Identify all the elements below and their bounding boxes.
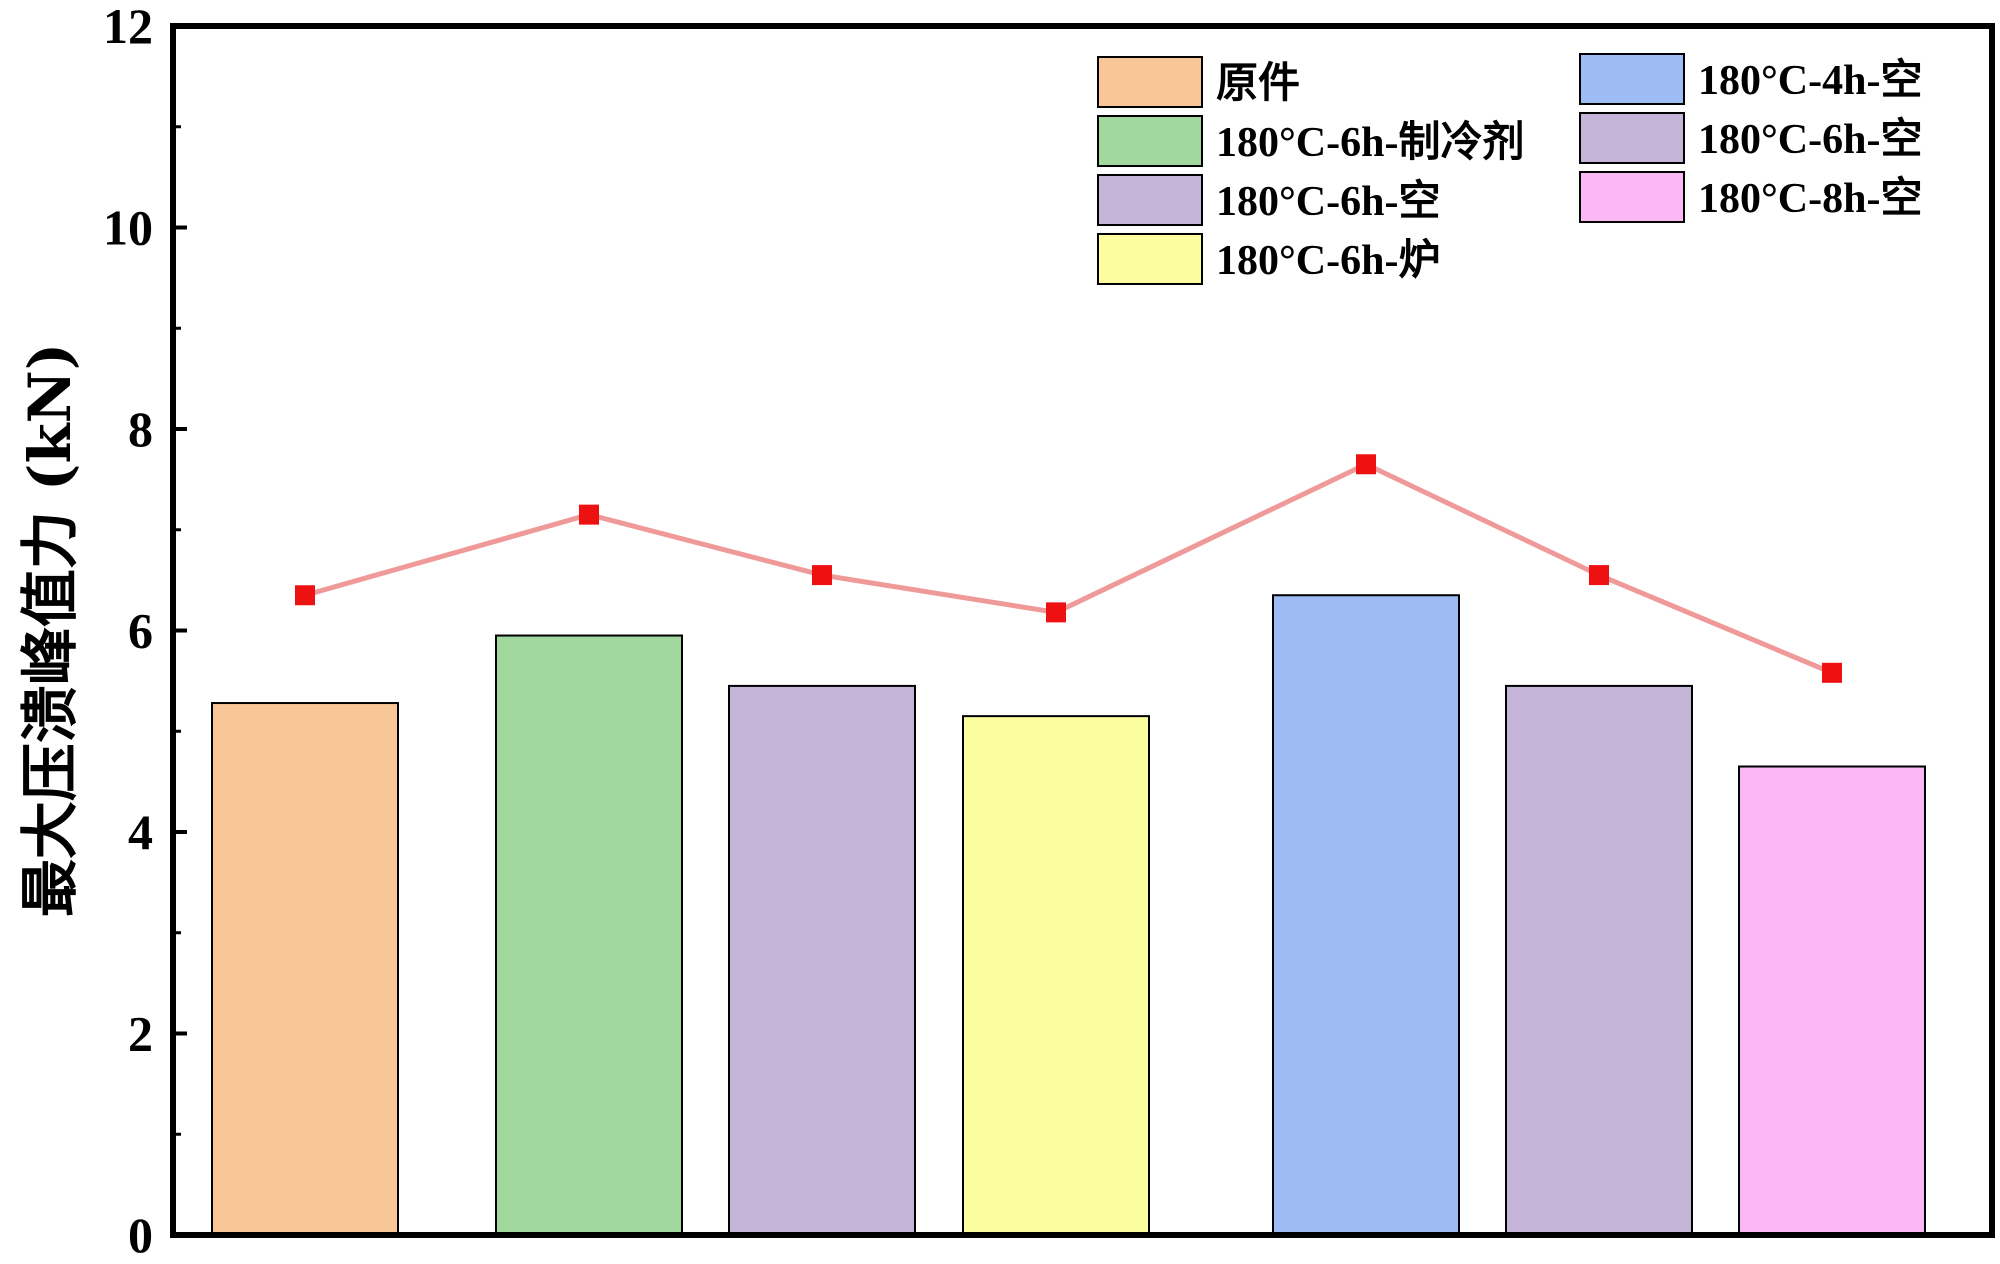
y-tick-labels: 0 2 4 6 8 10 12 — [103, 0, 153, 1263]
bar — [1272, 594, 1460, 1236]
legend-swatch — [1579, 112, 1685, 164]
legend-swatch — [1097, 115, 1203, 167]
legend-swatch — [1579, 171, 1685, 223]
legend: 原件 180°C-6h-制冷剂 180°C-6h-空 180°C-6h-炉 180°C-… — [1097, 53, 1922, 285]
y-tick-label: 0 — [128, 1207, 153, 1263]
legend-label: 180°C-6h-空 — [1698, 116, 1922, 163]
y-tick-label: 4 — [128, 804, 153, 860]
line-marker — [1589, 565, 1609, 586]
y-tick-label: 8 — [128, 401, 153, 457]
line-marker — [295, 585, 315, 606]
bar — [211, 702, 399, 1236]
bars — [211, 594, 1926, 1236]
y-tick-label: 6 — [128, 603, 153, 659]
y-tick-label: 12 — [103, 0, 153, 54]
legend-swatch — [1579, 53, 1685, 105]
bar — [728, 684, 916, 1236]
line-series — [295, 454, 1842, 683]
legend-label: 原件 — [1216, 60, 1300, 107]
legend-label: 180°C-4h-空 — [1698, 57, 1922, 104]
y-tick-label: 10 — [103, 200, 153, 256]
legend-label: 180°C-6h-空 — [1216, 178, 1440, 225]
legend-swatch — [1097, 233, 1203, 285]
line-marker — [1046, 602, 1066, 623]
y-axis-title: 最大压溃峰值力 (kN) — [16, 343, 84, 917]
line-marker — [812, 565, 832, 586]
bar — [962, 715, 1150, 1236]
legend-label: 180°C-6h-制冷剂 — [1216, 119, 1524, 166]
line-marker — [579, 504, 599, 525]
bar — [1505, 684, 1693, 1236]
legend-label: 180°C-6h-炉 — [1216, 237, 1440, 284]
bar — [1738, 765, 1926, 1236]
line-marker — [1356, 454, 1376, 475]
legend-swatch — [1097, 56, 1203, 108]
legend-swatch — [1097, 174, 1203, 226]
legend-label: 180°C-8h-空 — [1698, 175, 1922, 222]
bar — [495, 634, 683, 1236]
line-marker — [1822, 662, 1842, 683]
y-tick-label: 2 — [128, 1006, 153, 1062]
axes — [170, 23, 1995, 1238]
